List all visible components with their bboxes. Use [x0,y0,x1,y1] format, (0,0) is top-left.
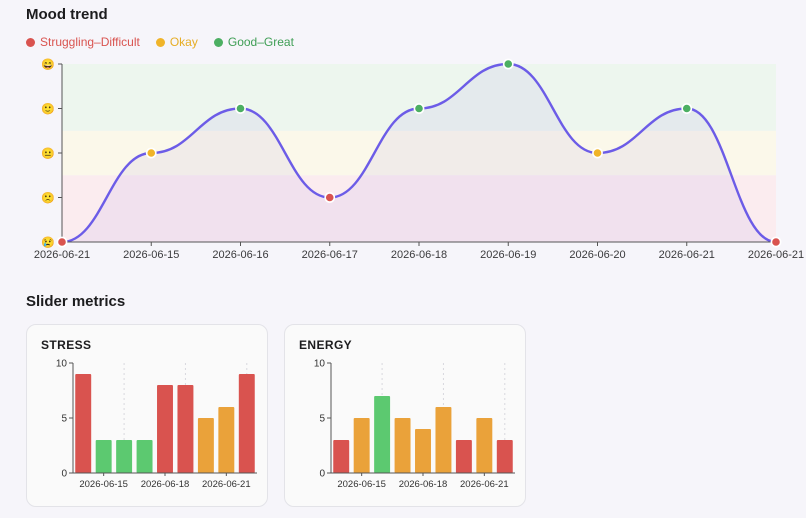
bar-x-tick-label: 2026-06-18 [141,479,190,490]
mood-legend: Struggling–Difficult Okay Good–Great [26,35,294,49]
mood-x-tick-label: 2026-06-16 [212,249,268,261]
stress-card-title: STRESS [41,338,92,352]
bar [95,440,112,473]
bar [333,440,350,473]
bar [394,418,411,473]
mood-y-tick-label: 😢 [41,236,55,249]
bar-y-tick-label: 10 [314,359,326,370]
mood-x-tick-label: 2026-06-20 [569,249,625,261]
mood-point [145,147,157,159]
bar [75,374,92,473]
legend-swatch [213,37,223,47]
legend-item-okay[interactable]: Okay [155,35,198,49]
bar [476,418,493,473]
legend-swatch [155,37,165,47]
legend-label: Okay [169,35,198,49]
mood-x-tick-label: 2026-06-21 [659,249,715,261]
mood-y-tick-label: 😐 [41,147,55,160]
energy-bar-chart: 0 5 10 2026-06-15 2026-06-18 2026-06-21 [314,359,515,490]
mood-point [235,103,246,114]
bar [374,396,391,473]
mood-y-tick-label: 🙁 [41,192,55,205]
bar [136,440,153,473]
bar-x-tick-label: 2026-06-21 [202,479,251,490]
mood-trend-title: Mood trend [26,6,108,23]
bar [496,440,513,473]
mood-trend-chart: 😢 🙁 😐 🙂 😄 2026-06-21 2026-06-15 2026-06-16 2026-… [34,58,804,261]
bar-x-tick-label: 2026-06-21 [460,479,509,490]
bar-x-tick-label: 2026-06-18 [399,479,448,490]
bar [157,385,173,473]
slider-metrics-title: Slider metrics [26,293,126,310]
bar [116,440,133,473]
energy-card-title: ENERGY [299,338,353,352]
bar-y-tick-label: 0 [61,469,67,480]
legend-item-struggling[interactable]: Struggling–Difficult [26,35,140,49]
bar [197,418,214,473]
bar-y-tick-label: 10 [56,359,68,370]
bar-y-tick-label: 5 [319,414,325,425]
bar [415,429,431,473]
bar [455,440,472,473]
bar-y-tick-label: 0 [319,469,325,480]
mood-point [324,192,336,203]
mood-point [681,103,693,114]
bar [435,407,452,473]
mood-x-tick-label: 2026-06-15 [123,249,179,261]
mood-band-1 [62,130,776,176]
bar-x-tick-label: 2026-06-15 [79,479,128,490]
bar [177,385,194,473]
bar [218,407,235,473]
mood-point [502,58,514,70]
legend-swatch [26,37,35,47]
stress-bar-chart: 0 5 10 2026-06-15 2026-06-18 2026-06-21 [56,359,257,490]
mood-x-tick-label: 2026-06-17 [302,249,358,261]
mood-point [592,147,603,159]
mood-band-0 [62,175,776,242]
legend-label: Good–Great [227,35,294,49]
mood-point [56,236,68,248]
energy-card: ENERGY 0 5 10 2026-06-15 2026-06-18 2026-06-2… [284,324,526,507]
mood-y-tick-label: 😄 [41,58,55,71]
bar-x-tick-label: 2026-06-15 [337,479,386,490]
bar [353,418,370,473]
mood-point [770,236,782,248]
legend-label: Struggling–Difficult [40,35,140,49]
legend-item-good-great[interactable]: Good–Great [213,35,294,49]
bar [238,374,255,473]
mood-x-tick-label: 2026-06-18 [391,249,447,261]
mood-point [413,103,425,114]
mood-y-tick-label: 🙂 [41,103,55,116]
mood-x-tick-label: 2026-06-21 [34,249,90,261]
mood-x-tick-label: 2026-06-21 [748,249,804,261]
mood-x-tick-label: 2026-06-19 [480,249,536,261]
bar-y-tick-label: 5 [61,414,67,425]
stress-card: STRESS 0 5 10 2026-06-15 2026-06-18 2026-06-2… [26,324,268,507]
